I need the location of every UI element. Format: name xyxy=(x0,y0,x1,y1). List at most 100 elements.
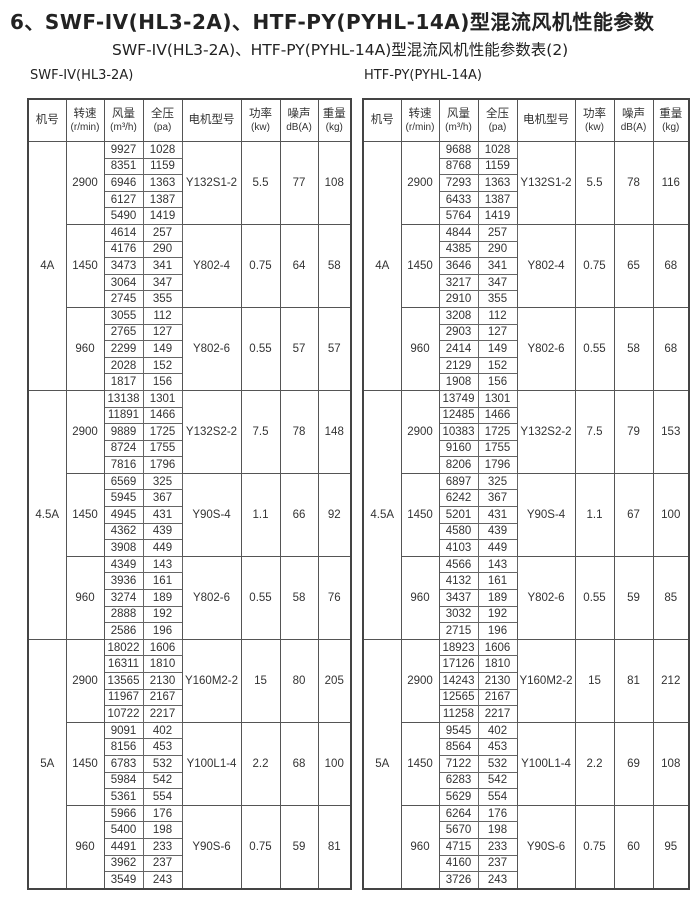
pressure-cell: 143 xyxy=(142,555,183,574)
power-cell: 0.75 xyxy=(574,804,615,890)
table-row: 1450 6897 325 Y90S-4 1.1 67 100 xyxy=(363,472,690,557)
column-header-label: 重量 xyxy=(322,107,346,120)
table-row: 6433 1387 xyxy=(363,190,689,209)
flow-cell: 6569 xyxy=(103,472,144,491)
flow-cell: 8564 xyxy=(438,738,479,756)
noise-cell: 68 xyxy=(279,721,319,806)
flow-cell: 4132 xyxy=(438,572,479,591)
pressure-cell: 156 xyxy=(477,373,518,391)
pressure-cell: 243 xyxy=(477,871,518,890)
column-header-unit: dB(A) xyxy=(620,121,647,133)
flow-cell: 18022 xyxy=(103,638,144,657)
noise-cell: 57 xyxy=(279,306,319,391)
table-row: 4A 2900 9927 1028 Y132S1-2 5.5 77 108 xyxy=(27,141,352,391)
pressure-cell: 449 xyxy=(142,539,183,557)
flow-cell: 7122 xyxy=(438,754,479,773)
flow-cell: 5629 xyxy=(438,788,479,806)
motor-cell: Y100L1-4 xyxy=(516,721,576,806)
table-row: 5670 198 xyxy=(363,821,689,839)
pressure-cell: 1466 xyxy=(477,406,518,425)
weight-cell: 76 xyxy=(317,555,352,640)
table-row: 2903 127 xyxy=(363,323,689,342)
table-row: 960 4349 143 Y802-6 0.55 58 76 xyxy=(28,555,352,640)
flow-cell: 2299 xyxy=(103,340,144,358)
pressure-cell: 347 xyxy=(142,273,183,292)
flow-cell: 3274 xyxy=(103,589,144,607)
speed-cell: 1450 xyxy=(400,223,440,308)
table-row: 1450 9545 402 Y100L1-4 2.2 69 108 xyxy=(363,721,690,806)
column-header-unit: (kw) xyxy=(251,121,270,133)
column-header-label: 风量 xyxy=(447,107,470,120)
column-header: 电机型号 xyxy=(181,98,242,142)
column-header-label: 噪声 xyxy=(622,107,645,120)
pressure-cell: 149 xyxy=(477,340,518,358)
table-row: 1450 4614 257 Y802-4 0.75 64 58 xyxy=(28,223,352,308)
flow-cell: 4614 xyxy=(103,223,144,242)
pressure-cell: 1159 xyxy=(477,157,518,176)
speed-cell: 2900 xyxy=(400,638,440,723)
model-cell: 5A xyxy=(27,638,67,890)
flow-cell: 3055 xyxy=(103,306,144,325)
noise-cell: 79 xyxy=(613,389,654,474)
pressure-cell: 2130 xyxy=(477,672,518,690)
column-header-label: 噪声 xyxy=(287,107,311,120)
flow-cell: 9688 xyxy=(438,141,479,159)
column-header: 机号 xyxy=(27,98,67,142)
motor-cell: Y802-6 xyxy=(181,555,242,640)
pressure-cell: 161 xyxy=(477,572,518,591)
column-header-unit: (pa) xyxy=(488,121,507,133)
flow-cell: 1817 xyxy=(103,373,144,391)
flow-cell: 16311 xyxy=(103,655,144,673)
pressure-cell: 233 xyxy=(477,837,518,856)
power-cell: 0.75 xyxy=(240,804,281,890)
flow-cell: 9889 xyxy=(103,423,144,441)
page-title: 6、SWF-IV(HL3-2A)、HTF-PY(PYHL-14A)型混流风机性能… xyxy=(10,10,655,34)
pressure-cell: 1810 xyxy=(142,655,183,673)
column-header-unit: (r/min) xyxy=(70,121,100,133)
flow-cell: 18923 xyxy=(438,638,479,657)
power-cell: 5.5 xyxy=(240,141,281,225)
pressure-cell: 1796 xyxy=(142,456,183,474)
column-header-unit: dB(A) xyxy=(286,121,312,133)
flow-cell: 5984 xyxy=(103,771,144,790)
weight-cell: 116 xyxy=(652,141,690,225)
model-cell: 4A xyxy=(362,141,402,391)
pressure-cell: 233 xyxy=(142,837,183,856)
pressure-cell: 112 xyxy=(477,306,518,325)
power-cell: 15 xyxy=(240,638,281,723)
column-header-label: 转速 xyxy=(73,107,97,120)
table-row: 5361 554 xyxy=(28,788,351,806)
table-row: 7122 532 xyxy=(363,754,689,773)
noise-cell: 64 xyxy=(279,223,319,308)
flow-cell: 9091 xyxy=(103,721,144,740)
speed-cell: 2900 xyxy=(65,638,105,723)
flow-cell: 10722 xyxy=(103,705,144,723)
weight-cell: 212 xyxy=(652,638,690,723)
pressure-cell: 1810 xyxy=(477,655,518,673)
pressure-cell: 1028 xyxy=(142,141,183,159)
pressure-cell: 192 xyxy=(142,605,183,624)
motor-cell: Y132S2-2 xyxy=(181,389,242,474)
noise-cell: 69 xyxy=(613,721,654,806)
power-cell: 0.55 xyxy=(240,306,281,391)
speed-cell: 2900 xyxy=(400,141,440,225)
motor-cell: Y90S-6 xyxy=(516,804,576,890)
flow-cell: 12565 xyxy=(438,688,479,707)
motor-cell: Y100L1-4 xyxy=(181,721,242,806)
pressure-cell: 1028 xyxy=(477,141,518,159)
swf-performance-table: 机号 转速 (r/min) 风量 (m³/h) 全压 (pa) 电机型号 功率 (kw) 噪声 dB(… xyxy=(27,98,352,890)
column-header: 噪声 dB(A) xyxy=(279,98,319,142)
flow-cell: 5201 xyxy=(438,506,479,524)
pressure-cell: 1301 xyxy=(142,389,183,408)
table-row: 8564 453 xyxy=(363,738,689,756)
table-row: 6283 542 xyxy=(363,771,689,790)
table-row: 2910 355 xyxy=(363,290,689,308)
noise-cell: 59 xyxy=(613,555,654,640)
model-cell: 5A xyxy=(362,638,402,890)
table-row: 4715 233 xyxy=(363,837,689,856)
flow-cell: 5400 xyxy=(103,821,144,839)
table-row: 2765 127 xyxy=(28,323,351,342)
table-row: 960 3055 112 Y802-6 0.55 57 57 xyxy=(28,306,352,391)
weight-cell: 95 xyxy=(652,804,690,890)
pressure-cell: 341 xyxy=(142,257,183,275)
